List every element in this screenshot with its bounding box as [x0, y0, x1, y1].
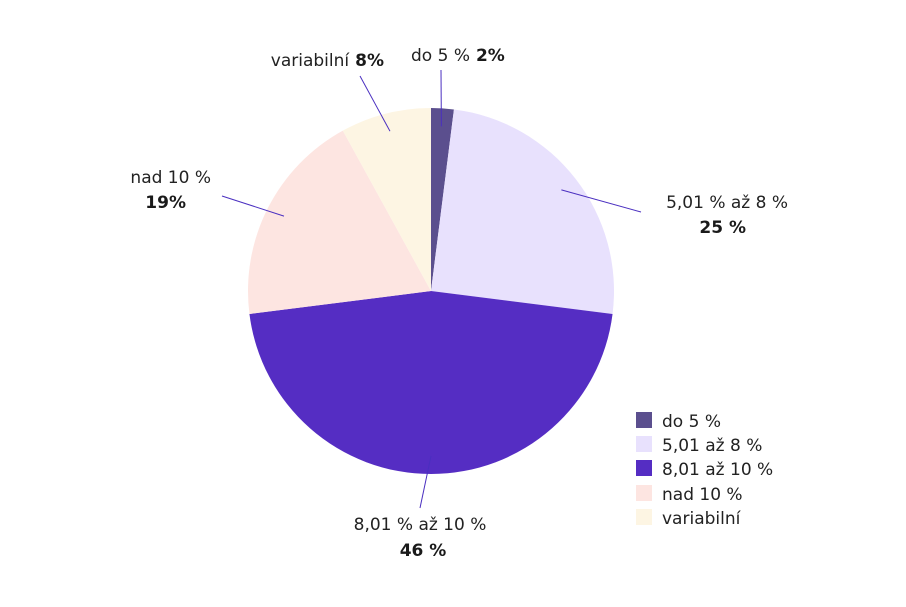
legend-swatch: [636, 509, 652, 525]
legend-item: variabilní: [636, 509, 742, 529]
slice-label-name: do 5 %: [411, 46, 470, 66]
slice-label-name: variabilní: [271, 51, 351, 71]
slice-label-value: 19%: [145, 193, 186, 213]
legend-label: nad 10 %: [662, 485, 743, 505]
legend-swatch: [636, 460, 652, 476]
slice-label-value: 2%: [476, 46, 505, 66]
slice-label-value: 25 %: [699, 218, 746, 238]
legend-item: 8,01 až 10 %: [636, 460, 773, 480]
slice-label-5-8: 5,01 % až 8 % 25 %: [666, 193, 788, 238]
legend-swatch: [636, 485, 652, 501]
pie-slice-5-8: [431, 109, 614, 314]
slice-label-value: 46 %: [400, 541, 447, 561]
slice-label-name: 5,01 % až 8 %: [666, 193, 788, 213]
slice-label-8-10: 8,01 % až 10 % 46 %: [354, 515, 487, 561]
svg-text:do 5 %2%: do 5 % 2%: [411, 46, 505, 66]
slice-label-name: 8,01 % až 10 %: [354, 515, 487, 535]
legend-swatch: [636, 412, 652, 428]
pie-slices: [248, 108, 614, 474]
legend: do 5 % 5,01 až 8 % 8,01 až 10 % nad 10 %…: [636, 412, 773, 529]
legend-swatch: [636, 436, 652, 452]
legend-label: 8,01 až 10 %: [662, 460, 773, 480]
legend-item: 5,01 až 8 %: [636, 436, 762, 456]
legend-label: variabilní: [662, 509, 742, 529]
pie-slice-8-10: [249, 291, 612, 474]
slice-label-do-5: do 5 % 2%: [411, 46, 505, 66]
legend-label: 5,01 až 8 %: [662, 436, 762, 456]
legend-item: do 5 %: [636, 412, 721, 432]
slice-label-nad-10: nad 10 % 19%: [130, 168, 211, 213]
slice-label-value: 8%: [355, 51, 384, 71]
legend-label: do 5 %: [662, 412, 721, 432]
slice-label-name: nad 10 %: [130, 168, 211, 188]
legend-item: nad 10 %: [636, 485, 743, 505]
